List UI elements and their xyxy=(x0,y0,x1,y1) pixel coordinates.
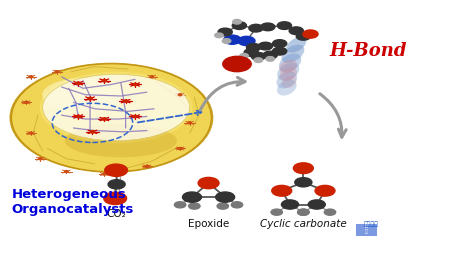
Circle shape xyxy=(178,94,182,96)
Circle shape xyxy=(273,47,287,55)
Circle shape xyxy=(217,203,228,209)
Text: H-Bond: H-Bond xyxy=(329,42,407,60)
Text: Epoxide: Epoxide xyxy=(188,219,229,229)
Ellipse shape xyxy=(276,71,297,88)
Ellipse shape xyxy=(13,65,210,171)
Circle shape xyxy=(108,180,125,189)
Ellipse shape xyxy=(279,67,297,81)
Circle shape xyxy=(133,115,137,118)
Circle shape xyxy=(244,49,258,56)
Circle shape xyxy=(182,192,201,202)
Circle shape xyxy=(102,118,107,120)
Circle shape xyxy=(251,52,265,60)
Circle shape xyxy=(308,200,325,209)
Circle shape xyxy=(223,56,251,72)
Circle shape xyxy=(232,22,246,29)
Circle shape xyxy=(324,209,336,215)
Circle shape xyxy=(293,163,313,174)
Circle shape xyxy=(123,100,128,102)
Ellipse shape xyxy=(40,72,192,143)
Ellipse shape xyxy=(282,45,304,63)
Circle shape xyxy=(254,58,263,62)
Ellipse shape xyxy=(16,66,207,169)
Circle shape xyxy=(222,39,231,43)
Circle shape xyxy=(104,192,127,205)
Circle shape xyxy=(289,27,303,35)
Circle shape xyxy=(178,147,182,150)
Text: Cyclic carbonate: Cyclic carbonate xyxy=(260,219,347,229)
Circle shape xyxy=(76,115,81,118)
Ellipse shape xyxy=(11,63,212,172)
Circle shape xyxy=(240,54,248,58)
Circle shape xyxy=(29,132,33,134)
Ellipse shape xyxy=(65,124,177,157)
Ellipse shape xyxy=(21,69,202,167)
Ellipse shape xyxy=(43,74,190,141)
Circle shape xyxy=(295,178,312,187)
Ellipse shape xyxy=(22,70,201,166)
Circle shape xyxy=(298,209,309,215)
Text: 新闻中心: 新闻中心 xyxy=(364,221,379,227)
Circle shape xyxy=(303,30,318,38)
Circle shape xyxy=(258,42,273,50)
Ellipse shape xyxy=(279,60,297,73)
Circle shape xyxy=(273,40,287,47)
Ellipse shape xyxy=(9,63,213,173)
Circle shape xyxy=(174,202,186,208)
Ellipse shape xyxy=(17,67,206,169)
Circle shape xyxy=(224,35,241,44)
Circle shape xyxy=(298,209,309,215)
Ellipse shape xyxy=(19,68,203,167)
Circle shape xyxy=(296,33,310,40)
Ellipse shape xyxy=(279,54,301,72)
FancyBboxPatch shape xyxy=(356,224,377,236)
Circle shape xyxy=(29,76,33,78)
Circle shape xyxy=(272,185,292,196)
Ellipse shape xyxy=(42,78,124,111)
Circle shape xyxy=(88,97,92,100)
Circle shape xyxy=(231,202,243,208)
Ellipse shape xyxy=(18,68,204,168)
Circle shape xyxy=(238,36,255,46)
Circle shape xyxy=(76,82,81,84)
Ellipse shape xyxy=(15,66,208,170)
Circle shape xyxy=(133,83,137,86)
Ellipse shape xyxy=(24,70,199,165)
Circle shape xyxy=(282,200,299,209)
Circle shape xyxy=(102,79,107,82)
Ellipse shape xyxy=(277,63,299,81)
Ellipse shape xyxy=(277,80,297,95)
Ellipse shape xyxy=(12,64,211,172)
Circle shape xyxy=(102,173,106,175)
Circle shape xyxy=(215,33,223,38)
Text: 新
闻: 新 闻 xyxy=(365,223,368,234)
Circle shape xyxy=(150,76,154,78)
Circle shape xyxy=(249,24,263,32)
Text: Heterogeneous
Organocatalysts: Heterogeneous Organocatalysts xyxy=(12,188,134,216)
Ellipse shape xyxy=(282,76,297,88)
Circle shape xyxy=(266,57,274,61)
Circle shape xyxy=(263,51,277,59)
Circle shape xyxy=(64,170,68,173)
Circle shape xyxy=(198,177,219,189)
Circle shape xyxy=(24,101,28,103)
Ellipse shape xyxy=(286,37,306,52)
Circle shape xyxy=(271,209,283,215)
Circle shape xyxy=(38,158,42,160)
Circle shape xyxy=(218,28,232,36)
Circle shape xyxy=(55,71,59,73)
Circle shape xyxy=(233,19,241,24)
Circle shape xyxy=(105,164,128,176)
Circle shape xyxy=(189,203,200,209)
Text: CO₂: CO₂ xyxy=(106,209,126,219)
Circle shape xyxy=(261,23,275,31)
Circle shape xyxy=(188,122,191,124)
Circle shape xyxy=(277,22,292,29)
Ellipse shape xyxy=(11,64,211,172)
Circle shape xyxy=(145,165,149,167)
Circle shape xyxy=(246,44,261,51)
Circle shape xyxy=(216,192,235,202)
Circle shape xyxy=(315,185,335,196)
Circle shape xyxy=(90,131,95,133)
